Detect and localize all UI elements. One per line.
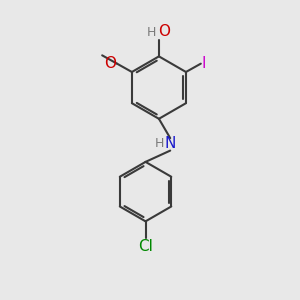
- Text: I: I: [202, 56, 206, 71]
- Text: N: N: [164, 136, 176, 151]
- Text: H: H: [155, 137, 164, 150]
- Text: O: O: [104, 56, 116, 71]
- Text: Cl: Cl: [138, 239, 153, 254]
- Text: O: O: [158, 23, 170, 38]
- Text: H: H: [147, 26, 157, 38]
